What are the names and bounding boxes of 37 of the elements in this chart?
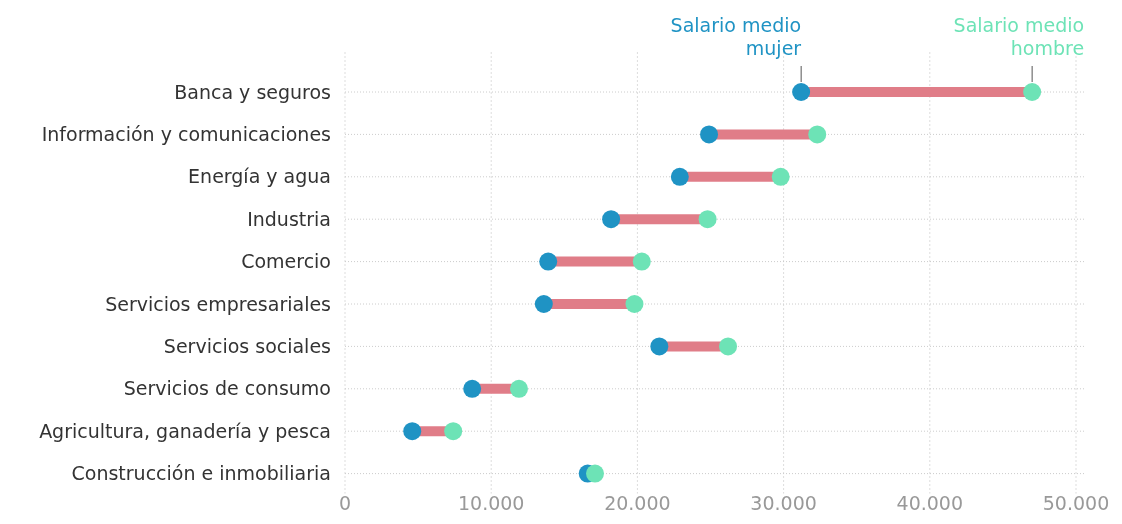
x-tick-label: 0 [338, 492, 352, 514]
series-label: Salario medio mujer [670, 14, 802, 59]
y-tick-label: Construcción e inmobiliaria [71, 462, 331, 485]
y-tick-label: Industria [247, 207, 331, 230]
x-tick-label: 10.000 [457, 492, 525, 514]
x-tick-label: 50.000 [1042, 492, 1110, 514]
point [670, 167, 689, 186]
y-tick-label: Servicios de consumo [123, 377, 331, 400]
point [625, 295, 644, 313]
y-tick-label: Agricultura, ganadería y pesca [39, 419, 331, 442]
x-tick-label: 40.000 [896, 492, 964, 514]
y-tick-label: Energía y agua [188, 165, 331, 188]
point [1023, 83, 1042, 101]
point [632, 252, 651, 271]
point [700, 125, 719, 144]
point [698, 210, 717, 229]
point [792, 83, 811, 101]
point [463, 379, 482, 398]
point [650, 337, 669, 356]
y-tick-label: Información y comunicaciones [41, 123, 331, 146]
point [403, 422, 422, 441]
y-tick-label: Comercio [241, 250, 331, 273]
point [602, 210, 621, 229]
y-tick-label: Servicios empresariales [105, 292, 331, 315]
point [586, 464, 604, 483]
y-tick-label: Servicios sociales [163, 335, 331, 358]
x-tick-label: 20.000 [604, 492, 671, 514]
point [808, 125, 827, 144]
x-tick-label: 30.000 [750, 492, 817, 514]
point [509, 379, 528, 398]
point [534, 295, 553, 313]
text: Salario medio hombre [953, 14, 1085, 59]
y-tick-label: Banca y seguros [174, 80, 331, 103]
point [444, 422, 463, 441]
point [771, 167, 790, 186]
point [539, 252, 558, 271]
point [719, 337, 738, 356]
